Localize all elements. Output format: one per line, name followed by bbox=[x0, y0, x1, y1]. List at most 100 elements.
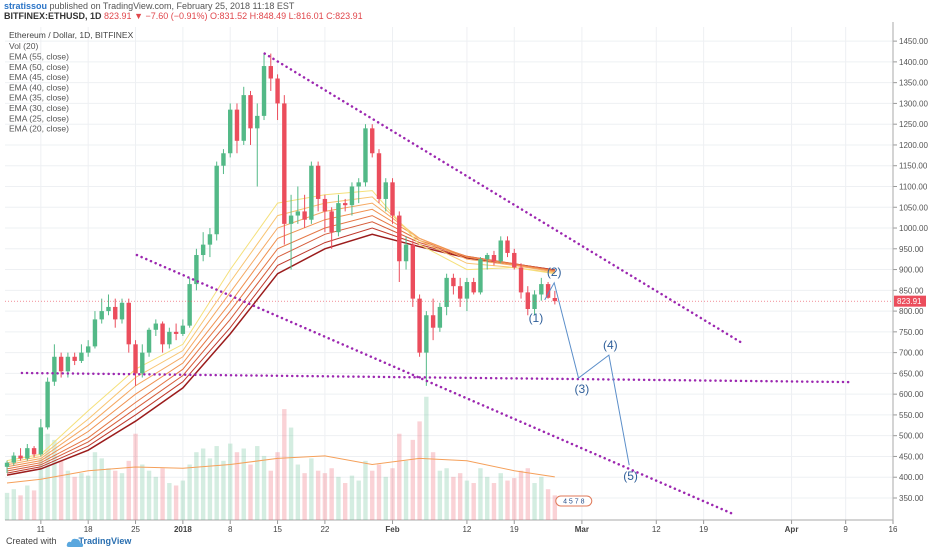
volume-bar bbox=[390, 468, 395, 520]
volume-bar bbox=[45, 433, 50, 520]
volume-bar bbox=[491, 483, 497, 520]
volume-bar bbox=[207, 458, 213, 520]
candle-body bbox=[430, 315, 436, 328]
candle-body bbox=[167, 331, 172, 345]
candle-body bbox=[532, 294, 537, 310]
volume-bar bbox=[444, 468, 449, 520]
volume-bar bbox=[370, 470, 375, 520]
candle-body bbox=[424, 315, 429, 353]
candle-body bbox=[200, 244, 206, 256]
candle-body bbox=[288, 215, 294, 224]
candle-body bbox=[45, 381, 50, 428]
candle-body bbox=[65, 356, 71, 372]
y-tick-label: 450.00 bbox=[899, 452, 924, 461]
candle-body bbox=[187, 284, 192, 326]
volume-bar bbox=[539, 476, 544, 520]
candle-body bbox=[146, 329, 152, 353]
wave-label: (5) bbox=[623, 469, 638, 483]
candle-body bbox=[261, 66, 267, 116]
volume-ma bbox=[6, 455, 555, 484]
candle-body bbox=[451, 277, 456, 287]
candle-body bbox=[390, 182, 395, 216]
legend-entry: EMA (35, close) bbox=[9, 93, 69, 103]
volume-bar bbox=[194, 452, 199, 520]
volume-bar bbox=[403, 460, 409, 520]
legend-entry: EMA (30, close) bbox=[9, 103, 69, 113]
volume-bar bbox=[288, 427, 294, 520]
volume-bar bbox=[464, 480, 470, 520]
volume-bar bbox=[52, 439, 57, 520]
volume-bar bbox=[119, 473, 125, 520]
y-tick-label: 350.00 bbox=[899, 494, 924, 503]
volume-bar bbox=[485, 476, 490, 520]
candle-body bbox=[417, 298, 422, 353]
brand[interactable]: TradingView bbox=[78, 536, 132, 546]
candle-body bbox=[478, 259, 483, 293]
volume-bar bbox=[505, 480, 510, 520]
candle-body bbox=[342, 203, 348, 206]
created-with: Created with bbox=[6, 536, 57, 546]
volume-bar bbox=[322, 473, 328, 520]
y-tick-label: 400.00 bbox=[899, 473, 924, 482]
volume-bar bbox=[261, 455, 267, 520]
candle-body bbox=[228, 109, 233, 154]
candle-body bbox=[85, 346, 91, 353]
candle-body bbox=[119, 302, 125, 320]
candle-body bbox=[4, 462, 10, 467]
volume-bar bbox=[410, 439, 416, 520]
candle-body bbox=[268, 66, 273, 79]
logo-cloud bbox=[66, 538, 84, 547]
y-tick-label: 1200.00 bbox=[899, 141, 928, 150]
ema-line bbox=[6, 196, 555, 464]
x-tick-label: 19 bbox=[510, 525, 519, 534]
volume-bar bbox=[160, 468, 165, 520]
candle-body bbox=[309, 165, 314, 220]
change: ▼ −7.60 (−0.91%) bbox=[134, 11, 208, 21]
candle-body bbox=[126, 302, 131, 345]
candle-body bbox=[295, 211, 301, 216]
x-tick-label: 19 bbox=[699, 525, 708, 534]
y-tick-label: 1400.00 bbox=[899, 58, 928, 67]
volume-bar bbox=[478, 468, 483, 520]
volume-bar bbox=[221, 460, 226, 520]
candle-body bbox=[221, 153, 226, 166]
volume-bar bbox=[248, 464, 253, 520]
volume-bar bbox=[349, 475, 355, 520]
volume-bar bbox=[532, 483, 537, 520]
volume-bar bbox=[173, 485, 179, 520]
logo[interactable] bbox=[66, 537, 86, 549]
candle-body bbox=[539, 284, 544, 295]
volume-bar bbox=[72, 476, 77, 520]
volume-bar bbox=[295, 464, 301, 520]
legend-entry: EMA (50, close) bbox=[9, 62, 69, 72]
wave-label: (2) bbox=[547, 265, 562, 279]
volume-bar bbox=[187, 464, 192, 520]
ema-line bbox=[6, 202, 555, 466]
volume-bar bbox=[498, 473, 503, 520]
y-tick-label: 1300.00 bbox=[899, 99, 928, 108]
candle-body bbox=[99, 311, 104, 320]
candle-body bbox=[255, 115, 260, 129]
y-tick-label: 850.00 bbox=[899, 286, 924, 295]
candle-body bbox=[25, 448, 30, 459]
ema-line bbox=[6, 190, 555, 462]
x-tick-label: 11 bbox=[37, 525, 46, 534]
candle-body bbox=[518, 267, 524, 293]
volume-bar bbox=[133, 433, 138, 520]
candle-body bbox=[552, 297, 558, 302]
wave-path bbox=[544, 281, 630, 466]
ema-line bbox=[6, 215, 555, 470]
volume-bar bbox=[430, 452, 436, 520]
candle-body bbox=[106, 306, 111, 312]
author[interactable]: stratissou bbox=[4, 1, 48, 11]
candle-body bbox=[397, 215, 402, 262]
volume-bar bbox=[79, 473, 84, 520]
volume-bar bbox=[58, 460, 64, 520]
volume-bar bbox=[241, 448, 246, 520]
candle-body bbox=[52, 356, 57, 382]
x-tick-label: 15 bbox=[273, 525, 282, 534]
candle-body bbox=[545, 284, 551, 298]
candle-body bbox=[315, 165, 321, 199]
